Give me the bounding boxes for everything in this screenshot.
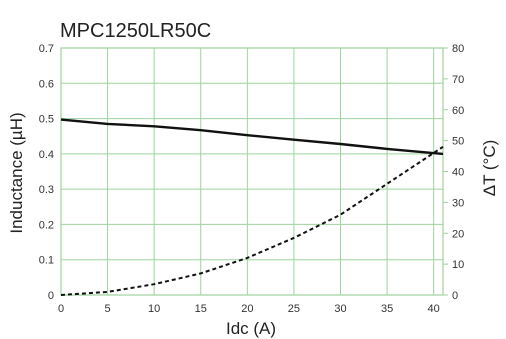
x-tick-label: 30 bbox=[334, 303, 346, 315]
y-tick-label: 0.7 bbox=[39, 43, 54, 55]
x-axis-label: Idc (A) bbox=[226, 319, 276, 338]
y2-tick-label: 60 bbox=[452, 105, 464, 117]
x-tick-label: 20 bbox=[241, 303, 253, 315]
x-tick-label: 5 bbox=[105, 303, 111, 315]
x-tick-label: 10 bbox=[148, 303, 160, 315]
y2-tick-label: 70 bbox=[452, 74, 464, 86]
y2-tick-label: 20 bbox=[452, 228, 464, 240]
x-tick-label: 15 bbox=[195, 303, 207, 315]
y-tick-label: 0.5 bbox=[39, 114, 54, 126]
y-tick-label: 0.1 bbox=[39, 255, 54, 267]
x-tick-label: 35 bbox=[381, 303, 393, 315]
y2-axis-label: ΔT (°C) bbox=[480, 140, 499, 197]
y2-tick-label: 10 bbox=[452, 259, 464, 271]
y-ticks: 0 0.1 0.2 0.3 0.4 0.5 0.6 0.7 bbox=[39, 43, 54, 302]
grid bbox=[60, 47, 448, 296]
y-tick-label: 0 bbox=[48, 290, 54, 302]
y-tick-label: 0.2 bbox=[39, 219, 54, 231]
x-tick-label: 25 bbox=[288, 303, 300, 315]
y2-tick-label: 0 bbox=[452, 290, 458, 302]
temperature-rise-line bbox=[60, 145, 444, 296]
y-tick-label: 0.6 bbox=[39, 78, 54, 90]
plot-frame bbox=[60, 47, 444, 296]
series-group bbox=[60, 118, 444, 296]
y-tick-label: 0.3 bbox=[39, 184, 54, 196]
y-axis-label: Inductance (µH) bbox=[7, 112, 26, 233]
y2-ticks: 0 10 20 30 40 50 60 70 80 bbox=[452, 43, 464, 302]
y2-tick-label: 80 bbox=[452, 43, 464, 55]
y-tick-label: 0.4 bbox=[39, 149, 54, 161]
chart-title: MPC1250LR50C bbox=[60, 20, 211, 42]
x-ticks: 0 5 10 15 20 25 30 35 40 bbox=[58, 303, 440, 315]
y2-tick-label: 40 bbox=[452, 167, 464, 179]
x-tick-label: 40 bbox=[428, 303, 440, 315]
x-tick-label: 0 bbox=[58, 303, 64, 315]
inductance-line bbox=[60, 118, 444, 156]
y2-tick-label: 50 bbox=[452, 136, 464, 148]
y2-tick-label: 30 bbox=[452, 197, 464, 209]
